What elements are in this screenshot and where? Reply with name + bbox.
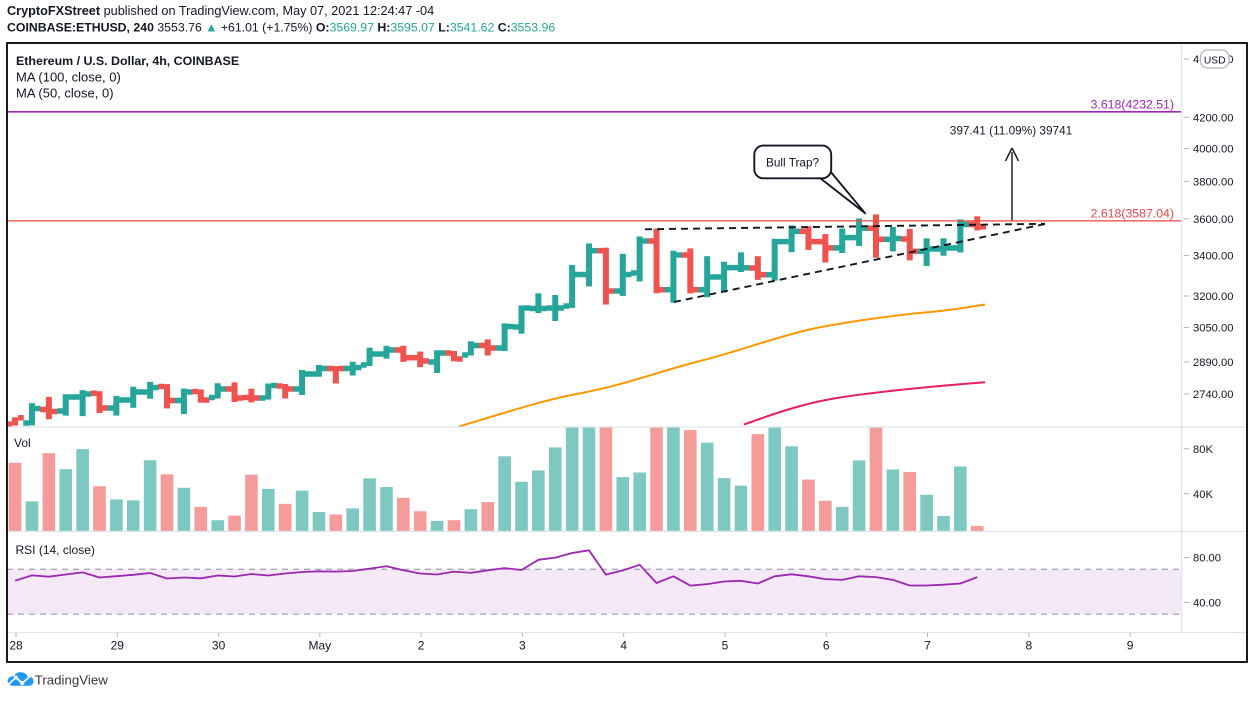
svg-text:4000.00: 4000.00 bbox=[1193, 144, 1233, 156]
svg-text:28: 28 bbox=[9, 639, 23, 653]
svg-text:4: 4 bbox=[620, 639, 627, 653]
svg-text:29: 29 bbox=[111, 639, 125, 653]
svg-text:80K: 80K bbox=[1193, 444, 1213, 456]
svg-text:May: May bbox=[308, 639, 331, 653]
svg-text:6: 6 bbox=[823, 639, 830, 653]
svg-text:3.618(4232.51): 3.618(4232.51) bbox=[1091, 98, 1174, 112]
svg-text:8: 8 bbox=[1025, 639, 1032, 653]
svg-text:MA (50, close, 0): MA (50, close, 0) bbox=[16, 86, 114, 101]
svg-text:40K: 40K bbox=[1193, 489, 1213, 501]
svg-text:USD: USD bbox=[1204, 55, 1226, 66]
svg-text:CryptoFXStreet published on Tr: CryptoFXStreet published on TradingView.… bbox=[7, 4, 434, 18]
svg-text:4200.00: 4200.00 bbox=[1193, 113, 1233, 125]
svg-text:80.00: 80.00 bbox=[1193, 553, 1221, 565]
svg-text:3050.00: 3050.00 bbox=[1193, 323, 1233, 335]
svg-text:3800.00: 3800.00 bbox=[1193, 177, 1233, 189]
svg-text:3200.00: 3200.00 bbox=[1193, 291, 1233, 303]
svg-text:COINBASE:ETHUSD, 240 3553.76 ▲: COINBASE:ETHUSD, 240 3553.76 ▲ +61.01 (+… bbox=[7, 20, 555, 34]
svg-text:3400.00: 3400.00 bbox=[1193, 251, 1233, 263]
svg-text:2: 2 bbox=[418, 639, 425, 653]
svg-text:7: 7 bbox=[924, 639, 931, 653]
svg-text:3600.00: 3600.00 bbox=[1193, 214, 1233, 226]
svg-text:TradingView: TradingView bbox=[35, 673, 109, 688]
svg-text:397.41 (11.09%) 39741: 397.41 (11.09%) 39741 bbox=[950, 124, 1072, 138]
svg-text:2.618(3587.04): 2.618(3587.04) bbox=[1091, 207, 1174, 221]
svg-text:5: 5 bbox=[722, 639, 729, 653]
svg-text:Bull Trap?: Bull Trap? bbox=[766, 156, 820, 170]
svg-text:9: 9 bbox=[1127, 639, 1134, 653]
svg-text:RSI (14, close): RSI (14, close) bbox=[16, 543, 95, 557]
svg-text:Vol: Vol bbox=[14, 436, 31, 450]
svg-text:30: 30 bbox=[212, 639, 226, 653]
svg-text:3: 3 bbox=[519, 639, 526, 653]
svg-text:2890.00: 2890.00 bbox=[1193, 357, 1233, 369]
svg-text:40.00: 40.00 bbox=[1193, 598, 1221, 610]
svg-text:MA (100, close, 0): MA (100, close, 0) bbox=[16, 70, 121, 85]
svg-text:Ethereum / U.S. Dollar, 4h, CO: Ethereum / U.S. Dollar, 4h, COINBASE bbox=[16, 54, 239, 68]
svg-text:2740.00: 2740.00 bbox=[1193, 389, 1233, 401]
